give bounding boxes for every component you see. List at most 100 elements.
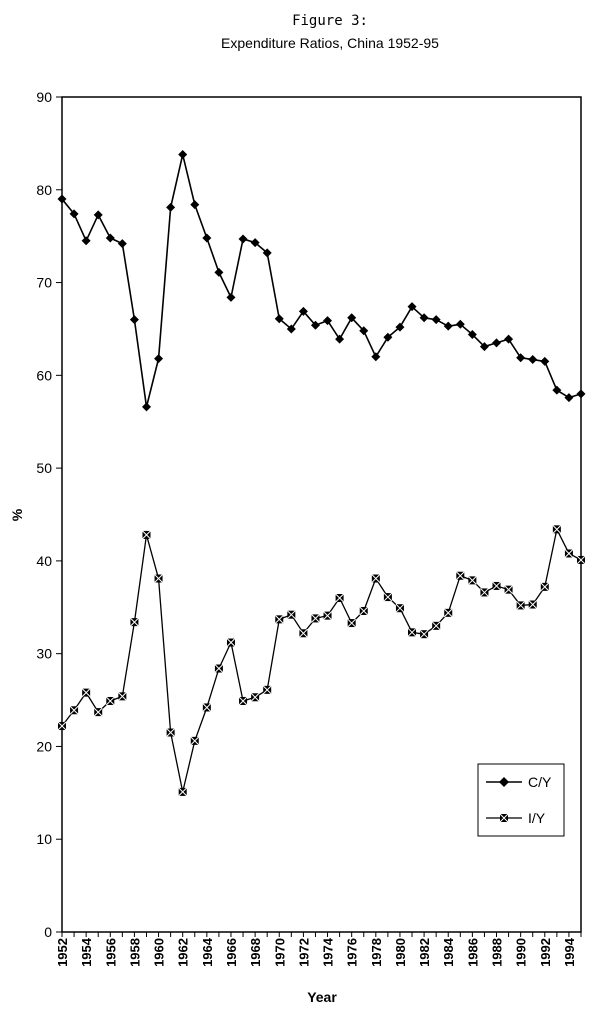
data-point-i-y: [214, 664, 224, 673]
series-c-y: [57, 150, 586, 412]
data-point-c-y: [540, 356, 550, 366]
data-point-i-y: [93, 707, 103, 717]
series-i-y: [57, 524, 586, 797]
data-point-i-y: [142, 530, 151, 540]
y-tick-label: 0: [44, 924, 52, 940]
data-point-c-y: [93, 210, 103, 220]
x-tick-label: 1984: [441, 937, 456, 967]
series-line-i-y: [61, 528, 582, 793]
data-point-c-y: [117, 239, 127, 249]
series-line-c-y: [61, 153, 582, 408]
data-point-c-y: [178, 150, 188, 160]
data-point-i-y: [105, 696, 115, 706]
data-point-c-y: [226, 292, 236, 302]
data-point-c-y: [323, 316, 333, 326]
chart-subtitle: Expenditure Ratios, China 1952-95: [221, 35, 439, 51]
y-tick-label: 90: [36, 89, 52, 105]
x-tick-label: 1994: [562, 937, 577, 967]
legend-marker-iy: [499, 813, 509, 823]
data-point-c-y: [504, 334, 514, 344]
x-tick-label: 1980: [393, 938, 408, 967]
y-tick-label: 70: [36, 275, 52, 291]
y-tick-label: 10: [36, 831, 52, 847]
data-point-c-y: [202, 233, 212, 243]
legend-label-iy: I/Y: [528, 810, 546, 826]
x-tick-label: 1990: [514, 938, 529, 967]
x-tick-label: 1992: [538, 938, 553, 967]
data-point-i-y: [552, 524, 562, 534]
data-point-i-y: [528, 600, 538, 609]
data-point-c-y: [407, 302, 417, 312]
data-point-c-y: [383, 332, 393, 342]
x-tick-label: 1964: [200, 937, 215, 967]
y-axis: 0 10 20 30 40 50 60 70 80 90: [36, 89, 62, 940]
legend-label-cy: C/Y: [528, 774, 552, 790]
data-point-i-y: [480, 588, 489, 597]
x-tick-label: 1972: [296, 938, 311, 967]
data-point-i-y: [455, 571, 465, 581]
x-tick-label: 1968: [248, 938, 263, 967]
data-point-i-y: [431, 621, 441, 631]
data-point-c-y: [431, 315, 441, 325]
data-point-c-y: [81, 236, 91, 246]
x-tick-label: 1966: [224, 938, 239, 967]
y-tick-label: 50: [36, 460, 52, 476]
data-point-c-y: [57, 194, 67, 204]
y-axis-label: %: [9, 508, 25, 521]
x-tick-label: 1958: [127, 938, 142, 967]
data-point-i-y: [564, 549, 574, 558]
plot-area: [61, 96, 582, 933]
data-point-c-y: [69, 209, 79, 219]
x-tick-label: 1988: [490, 938, 505, 967]
data-point-i-y: [178, 787, 188, 797]
data-point-c-y: [419, 313, 429, 323]
data-point-i-y: [335, 593, 344, 603]
y-tick-label: 20: [36, 738, 52, 754]
data-point-c-y: [141, 402, 151, 412]
legend: C/Y I/Y: [477, 763, 565, 837]
x-tick-label: 1952: [55, 938, 70, 967]
data-point-i-y: [492, 581, 501, 591]
y-tick-label: 30: [36, 646, 52, 662]
data-point-i-y: [516, 601, 526, 610]
data-point-c-y: [455, 319, 465, 329]
data-point-c-y: [528, 355, 538, 365]
x-axis: 1952 1954 1956 1958 1960 1962 1964 1966 1968 1970…: [55, 932, 582, 967]
data-point-i-y: [540, 582, 550, 592]
series-layer: [57, 150, 586, 797]
data-point-c-y: [479, 342, 489, 352]
data-point-c-y: [443, 321, 453, 331]
legend-marker-cy: [499, 777, 509, 787]
data-point-i-y: [407, 627, 417, 637]
data-point-c-y: [250, 238, 260, 248]
data-point-c-y: [262, 248, 272, 258]
data-point-i-y: [69, 705, 79, 715]
data-point-c-y: [129, 315, 139, 325]
data-point-c-y: [105, 233, 115, 243]
data-point-i-y: [504, 585, 513, 595]
data-point-i-y: [154, 574, 163, 583]
x-tick-label: 1962: [176, 938, 191, 967]
data-point-i-y: [323, 611, 332, 620]
data-point-i-y: [347, 618, 357, 628]
x-tick-label: 1986: [465, 938, 480, 967]
x-tick-label: 1956: [103, 938, 118, 967]
x-tick-label: 1974: [321, 937, 336, 967]
x-tick-label: 1978: [369, 938, 384, 967]
data-point-i-y: [166, 728, 175, 737]
x-tick-label: 1970: [272, 938, 287, 967]
data-point-i-y: [576, 555, 586, 565]
data-point-c-y: [467, 330, 477, 340]
x-tick-label: 1960: [152, 938, 167, 967]
y-tick-label: 60: [36, 367, 52, 383]
data-point-c-y: [371, 352, 381, 362]
data-point-i-y: [286, 610, 296, 620]
data-point-c-y: [492, 338, 502, 348]
data-point-c-y: [298, 306, 308, 316]
data-point-c-y: [274, 314, 284, 324]
data-point-i-y: [274, 614, 284, 624]
legend-box: [477, 763, 565, 837]
data-point-c-y: [335, 334, 345, 344]
chart-title: Figure 3:: [292, 13, 368, 29]
